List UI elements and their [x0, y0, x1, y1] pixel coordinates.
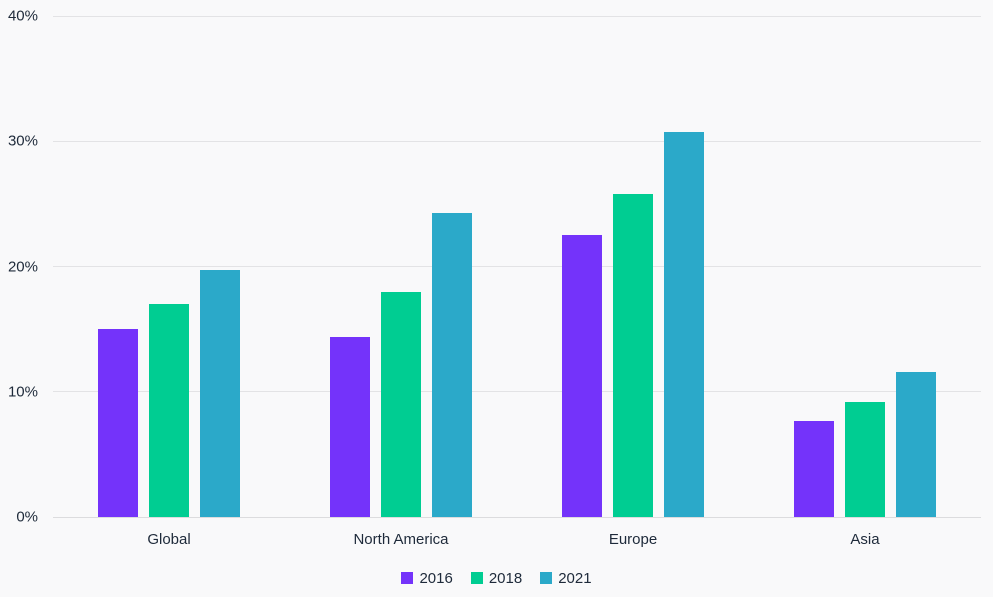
x-axis-category-label: Global — [147, 531, 191, 548]
gridline-10 — [53, 391, 981, 393]
bar-2018-europe — [613, 193, 653, 517]
legend-item-2016: 2016 — [401, 569, 453, 587]
gridline-0 — [53, 516, 981, 518]
bar-group-europe — [562, 16, 704, 517]
y-axis-tick-label: 30% — [7, 132, 38, 150]
legend-label: 2021 — [558, 569, 592, 587]
bar-2021-north-america — [432, 212, 472, 517]
bar-2016-north-america — [330, 336, 370, 517]
x-axis-category-label: Europe — [608, 531, 658, 548]
chart-legend: 2016 2018 2021 — [0, 569, 993, 587]
legend-item-2018: 2018 — [470, 569, 523, 587]
y-axis-tick-label: 10% — [7, 383, 38, 401]
bar-2016-europe — [562, 235, 602, 517]
x-axis-category-label: North America — [353, 531, 449, 548]
gridline-30 — [53, 140, 981, 142]
bar-2018-global — [149, 304, 189, 517]
bar-2021-asia — [896, 371, 936, 517]
bar-group-global — [98, 16, 240, 517]
y-axis-tick-label: 0% — [16, 508, 38, 526]
legend-item-2021: 2021 — [540, 569, 592, 587]
bar-2018-asia — [845, 401, 885, 517]
bar-group-north-america — [330, 16, 472, 517]
legend-swatch-icon — [470, 572, 483, 584]
y-axis-tick-label: 20% — [7, 258, 38, 275]
legend-label: 2018 — [488, 569, 523, 587]
bar-2016-asia — [794, 420, 834, 517]
y-axis-tick-label: 40% — [7, 7, 38, 25]
bar-2021-europe — [664, 132, 704, 517]
legend-label: 2016 — [419, 569, 453, 587]
gridline-40 — [53, 15, 981, 17]
bar-group-asia — [794, 16, 936, 517]
legend-swatch-icon — [540, 572, 553, 584]
bar-2016-global — [98, 329, 138, 517]
legend-swatch-icon — [401, 572, 414, 584]
gridline-20 — [53, 266, 981, 267]
x-axis-category-label: Asia — [850, 531, 880, 548]
bar-2018-north-america — [381, 291, 421, 517]
bar-2021-global — [200, 270, 240, 517]
